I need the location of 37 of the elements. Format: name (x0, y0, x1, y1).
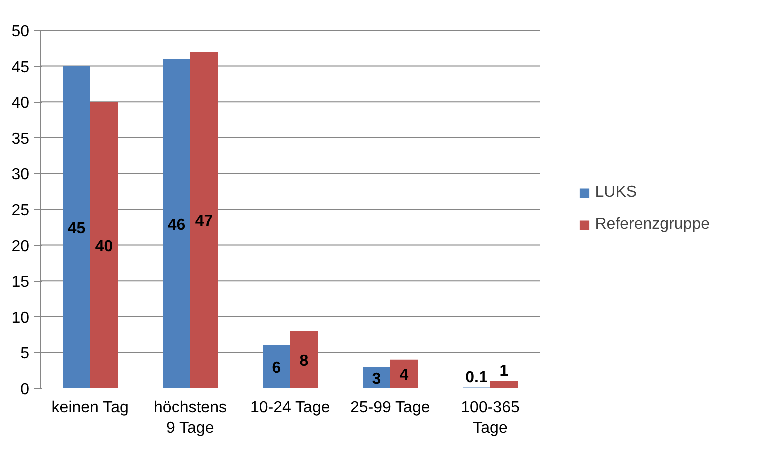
bar (363, 367, 390, 388)
y-tick-label: 10 (12, 310, 30, 327)
x-tick-label: 100-365 Tage (461, 400, 520, 437)
data-label: 6 (272, 360, 282, 378)
y-tick-label: 35 (12, 130, 30, 148)
y-tick-label: 45 (12, 59, 30, 76)
data-label: 47 (195, 213, 214, 230)
y-tick-label: 15 (12, 274, 30, 292)
x-tick-label: keinen Tag (52, 400, 129, 416)
bar (290, 331, 318, 388)
x-tick-label: 25-99 Tage (350, 400, 430, 416)
data-label: 1 (500, 362, 509, 380)
y-tick-label: 0 (20, 382, 30, 398)
bar (390, 360, 418, 388)
legend-label: LUKS (595, 184, 638, 202)
bar (90, 102, 118, 388)
data-label: 4 (400, 367, 409, 384)
data-label: 3 (372, 370, 382, 388)
x-tick-label: 10-24 Tage (250, 400, 330, 416)
data-label: 45 (68, 220, 86, 238)
bar (263, 346, 290, 388)
data-label: 0.1 (466, 369, 488, 386)
y-tick-label: 50 (12, 24, 30, 40)
y-tick-label: 25 (12, 202, 30, 220)
data-label: 8 (300, 352, 309, 370)
bar (190, 52, 218, 388)
y-tick-label: 20 (12, 238, 30, 256)
y-tick-label: 30 (12, 166, 30, 184)
data-label: 40 (95, 238, 114, 256)
bar (163, 59, 190, 388)
y-tick-label: 5 (20, 346, 30, 363)
data-label: 46 (168, 216, 186, 234)
y-tick-label: 40 (12, 95, 30, 112)
x-tick-label: höchstens 9 Tage (154, 400, 227, 437)
legend-label: Referenzgruppe (595, 216, 710, 234)
bar (490, 381, 518, 388)
bar (63, 66, 90, 388)
